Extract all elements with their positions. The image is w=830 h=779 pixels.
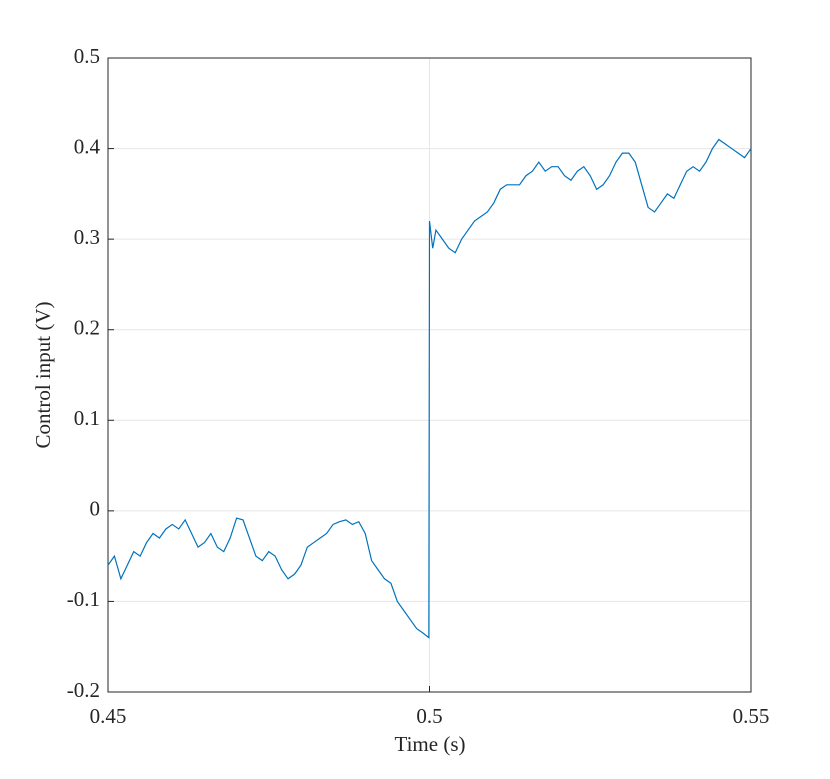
y-tick-label: -0.2 [67,678,100,702]
y-tick-label: 0.3 [74,225,100,249]
y-tick-label: -0.1 [67,587,100,611]
y-tick-label: 0.4 [74,134,101,158]
plot-frame [107,57,752,693]
x-tick-label: 0.45 [90,704,127,728]
data-line [107,138,752,639]
y-tick-label: 0 [90,497,101,521]
y-tick-label: 0.2 [74,316,100,340]
y-tick-label: 0.1 [74,406,100,430]
x-axis-label: Time (s) [395,732,466,756]
y-tick-label: 0.5 [74,44,100,68]
x-tick-label: 0.55 [733,704,770,728]
x-tick-label: 0.5 [416,704,442,728]
y-axis-label: Control input (V) [31,302,55,449]
